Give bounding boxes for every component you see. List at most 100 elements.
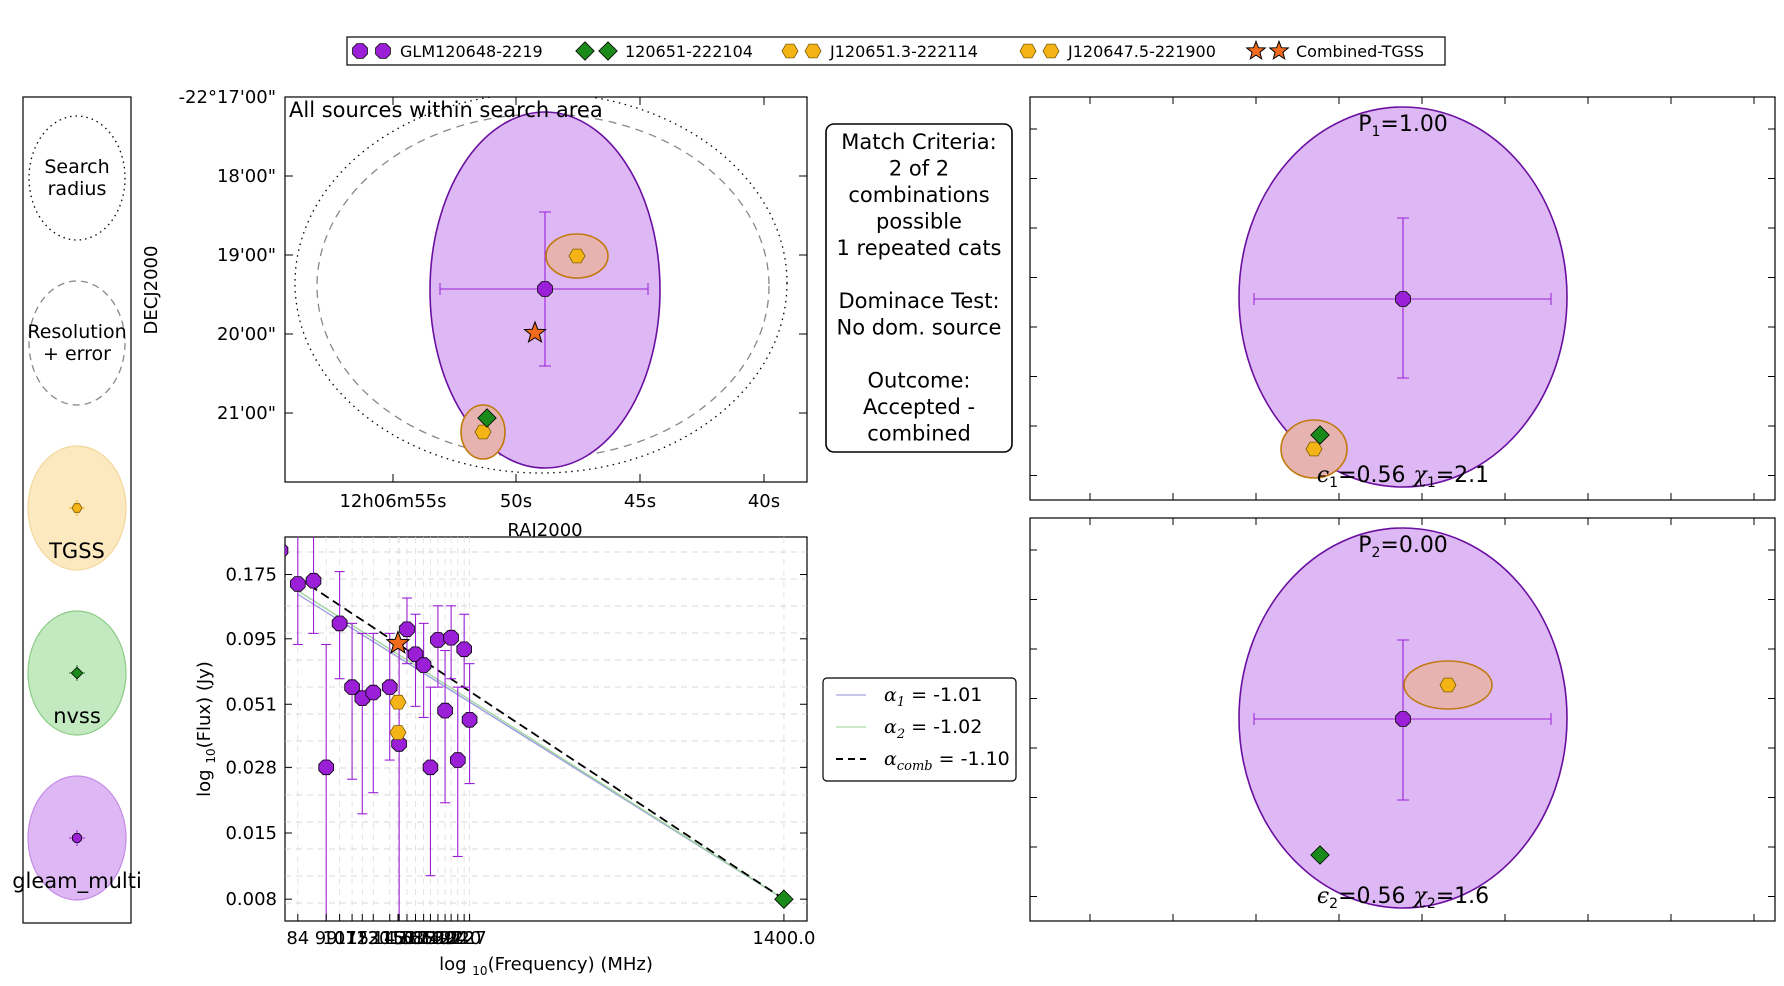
gleam-flux-point-12 (415, 657, 432, 673)
sky-tgss-marker-j120651 (474, 424, 492, 440)
fit-legend-label-1: α2 = -1.02 (884, 716, 982, 742)
legend-marker-0a (352, 43, 368, 59)
sed-xlabel: log 10(Frequency) (MHz) (439, 954, 653, 978)
sky-ytick-label-3: 20'00" (217, 324, 276, 345)
gleam-flux-point-3 (318, 759, 335, 776)
key-marker-gleam_multi (72, 833, 82, 843)
sed-xtick-label-17: 220 (447, 928, 481, 949)
sky-xtick-label-2: 45s (624, 491, 656, 512)
sky-plot: All sources within search area 12h06m55s… (141, 87, 808, 541)
p1-gleam-marker (1395, 291, 1411, 307)
sky-ytick-label-1: 18'00" (217, 166, 276, 187)
sky-xtick-label-0: 12h06m55s (339, 491, 446, 512)
sed-ytick-label-3: 0.028 (225, 757, 277, 778)
sky-xtick-label-3: 40s (748, 491, 780, 512)
legend-marker-1b (598, 41, 618, 61)
p1-stats: ϵ1=0.56 χ1=2.1 (1317, 463, 1489, 491)
legend-marker-4b (1268, 39, 1290, 61)
match-line-1: 2 of 2 (889, 157, 949, 181)
combination-panel-2: P2=0.00 ϵ2=0.56 χ2=1.6 (1029, 517, 1776, 922)
combination-panel-1: P1=1.00 ϵ1=0.56 χ1=2.1 (1029, 96, 1776, 501)
sky-xlabel: RAJ2000 (507, 520, 582, 541)
gleam-flux-point-1 (289, 576, 306, 592)
gleam-flux-point-8 (381, 679, 398, 695)
sky-xtick-label-1: 50s (500, 491, 532, 512)
search-radius-circle (294, 97, 788, 474)
legend-marker-2b (804, 43, 822, 59)
search-radius-label-2: radius (48, 178, 107, 200)
match-line-9: Outcome: (868, 369, 971, 393)
fit-legend: α1 = -1.01 α2 = -1.02 αcomb = -1.10 (822, 677, 1017, 782)
resolution-label-1: Resolution (27, 321, 126, 343)
key-label-TGSS: TGSS (48, 539, 105, 563)
sed-xtick-label-1: 99 (315, 928, 338, 949)
sed-ytick-label-5: 0.008 (225, 889, 277, 910)
sky-ytick-label-4: 21'00" (217, 403, 276, 424)
sed-xtick-label-9: 158 (390, 928, 424, 949)
gleam-flux-point-19 (461, 712, 478, 728)
sed-xtick-label-14: 197 (428, 928, 462, 949)
legend-label-4: Combined-TGSS (1296, 42, 1424, 61)
legend-marker-1a (575, 41, 595, 61)
legend-label-1: 120651-222104 (625, 42, 753, 61)
p2-tgss-marker (1439, 677, 1457, 693)
legend-label-3: J120647.5-221900 (1067, 42, 1216, 61)
key-marker-TGSS (71, 503, 83, 513)
search-radius-label-1: Search (44, 156, 109, 178)
gleam-flux-point-10 (399, 621, 415, 638)
nvss-flux-point (774, 889, 794, 909)
match-line-0: Match Criteria: (841, 130, 996, 154)
p2-nvss-marker (1310, 845, 1330, 865)
sky-ylabel: DECJ2000 (141, 246, 162, 335)
p2-stats: ϵ2=0.56 χ2=1.6 (1317, 884, 1489, 912)
sed-xtick-label-18: 227 (452, 928, 486, 949)
sed-ytick-label-4: 0.015 (225, 823, 277, 844)
legend-marker-3b (1042, 43, 1060, 59)
match-line-3: possible (876, 210, 962, 234)
sed-xtick-label-11: 174 (406, 928, 440, 949)
sed-ylabel: log 10(Flux) (Jy) (194, 661, 218, 797)
sed-xtick-label-16: 212 (441, 928, 475, 949)
legend-label-0: GLM120648-2219 (400, 42, 543, 61)
sed-xtick-label-2: 107 (322, 928, 356, 949)
gleam-flux-point-9 (391, 736, 407, 752)
sed-ytick-label-0: 0.175 (225, 565, 277, 586)
legend-label-2: J120651.3-222114 (829, 42, 978, 61)
legend-marker-4a (1245, 39, 1267, 61)
key-marker-nvss (70, 666, 84, 680)
sky-combined-marker (523, 320, 547, 344)
gleam-flux-point-7 (365, 684, 382, 701)
sed-xtick-label-13: 189 (421, 928, 455, 949)
resolution-key (28, 280, 126, 406)
key-label-gleam_multi: gleam_multi (12, 869, 142, 894)
tgss-flux-point-0 (389, 694, 407, 710)
sky-ytick-label-2: 19'00" (217, 245, 276, 266)
gleam-flux-point-0 (285, 543, 289, 557)
sed-xtick-label-5: 130 (356, 928, 390, 949)
sed-fit-line-1 (297, 590, 785, 900)
sed-xtick-label-7: 150 (381, 928, 415, 949)
gleam-flux-point-14 (430, 632, 446, 648)
sky-ytick-label-0: -22°17'00" (179, 87, 276, 108)
gleam-flux-point-18 (456, 641, 473, 658)
sed-xtick-label-12: 181 (413, 928, 447, 949)
sky-tgss-marker-j120647 (568, 248, 586, 264)
resolution-label-2: + error (43, 343, 111, 365)
p2-probability: P2=0.00 (1358, 533, 1448, 561)
fit-legend-label-0: α1 = -1.01 (884, 684, 982, 710)
combined-flux-point (385, 630, 411, 654)
gleam-flux-point-15 (437, 702, 453, 719)
left-key-panel: Search radius Resolution + error TGSS nvs… (12, 96, 142, 924)
legend-marker-2a (781, 43, 799, 59)
sky-nvss-marker (477, 408, 497, 428)
sed-ytick-label-2: 0.051 (225, 694, 277, 715)
sed-xtick-label-15: 204 (434, 928, 468, 949)
sed-xtick-label-0: 84 (286, 928, 309, 949)
fit-legend-label-2: αcomb = -1.10 (884, 748, 1010, 774)
top-legend: GLM120648-2219 120651-222104 J120651.3-222… (346, 36, 1446, 66)
sed-xtick-label-3: 115 (335, 928, 369, 949)
tgss-flux-point-1 (389, 725, 407, 740)
sed-xtick-label-10: 166 (398, 928, 432, 949)
